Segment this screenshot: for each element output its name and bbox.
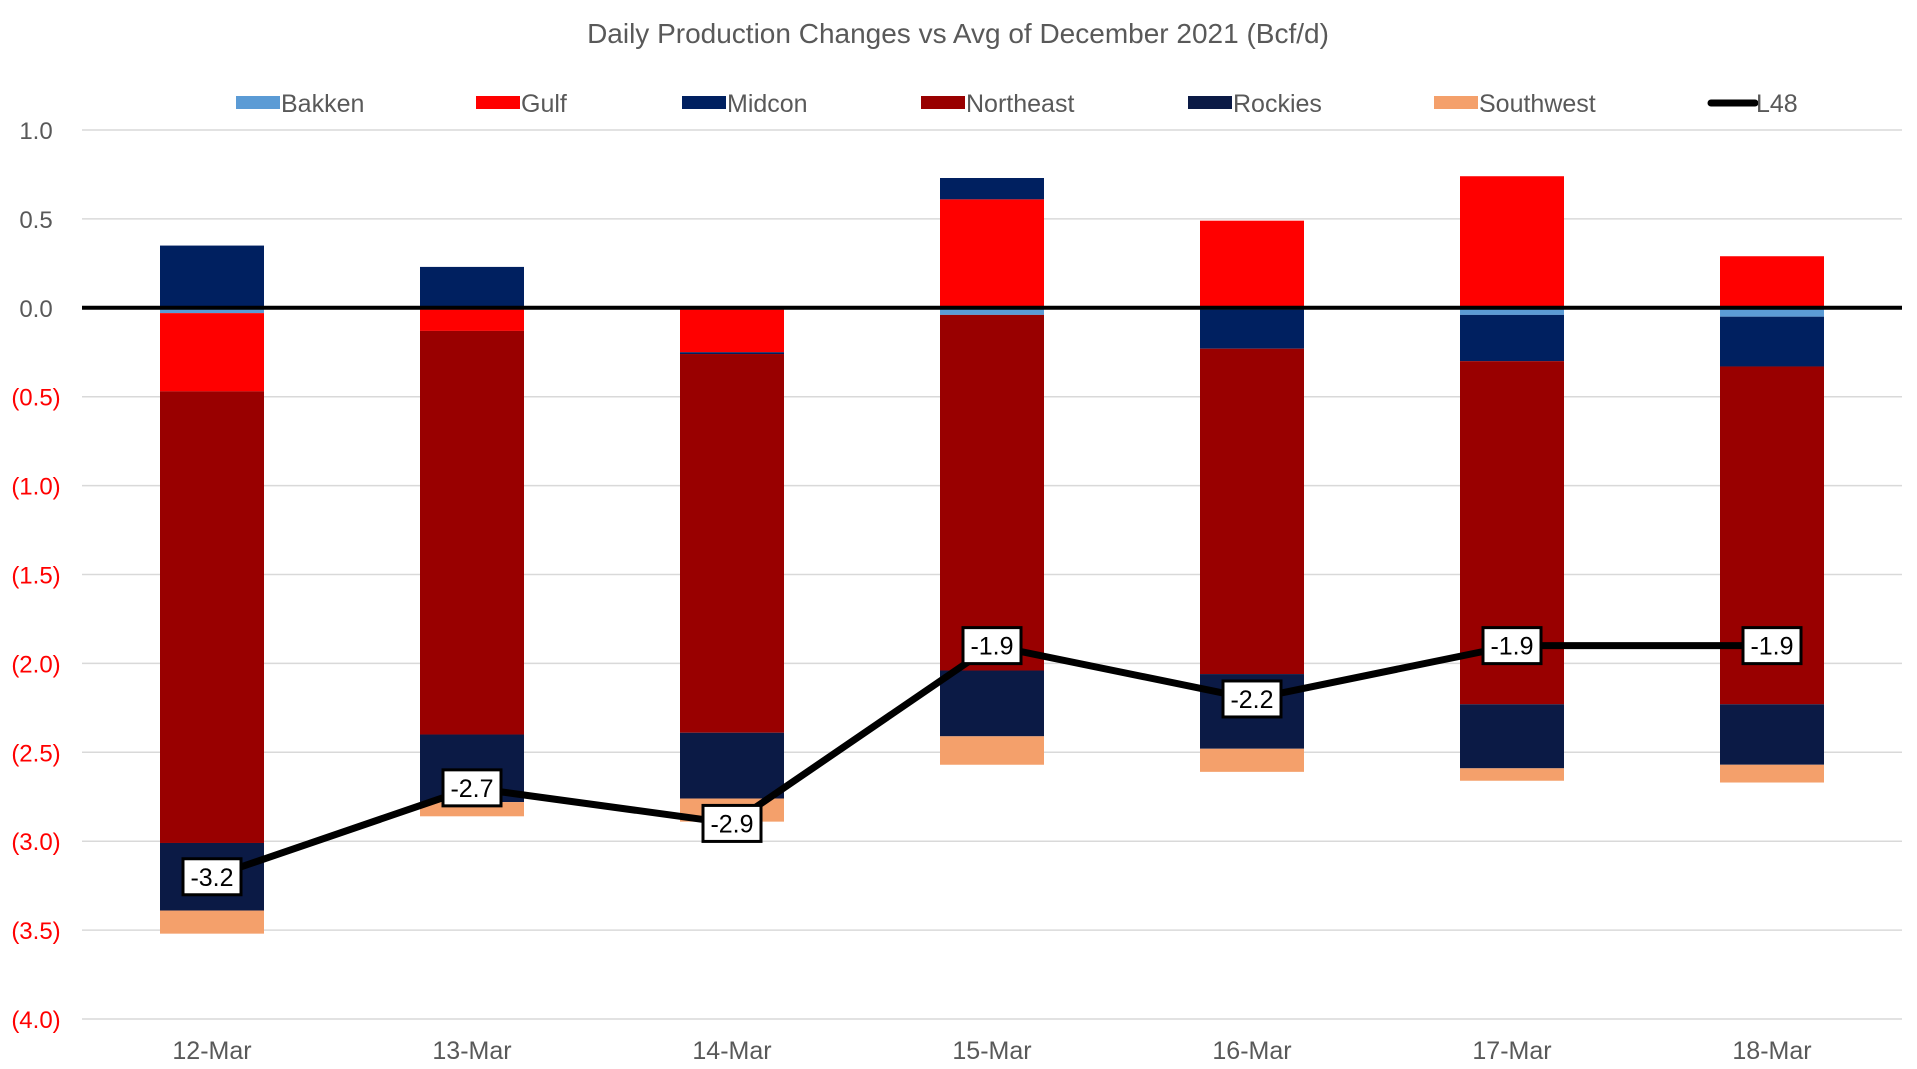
legend-label: Southwest (1479, 90, 1596, 118)
data-label-text: -3.2 (190, 864, 233, 892)
legend-label: Northeast (966, 90, 1074, 118)
y-tick-label: 0.0 (19, 296, 52, 323)
x-tick-label: 18-Mar (1732, 1037, 1811, 1065)
data-label-box (181, 857, 243, 897)
data-label-box (1741, 626, 1803, 666)
bar-southwest-17-mar (1460, 768, 1564, 781)
data-label-16-mar: -2.2 (1221, 679, 1283, 719)
data-label-box (701, 803, 763, 843)
x-axis-ticks: 12-Mar 13-Mar 14-Mar 15-Mar 16-Mar 17-Mar 18-M… (172, 1037, 1811, 1065)
bar-bakken-15-mar (940, 307, 1044, 315)
x-tick-label: 15-Mar (952, 1037, 1031, 1065)
legend: Bakken Gulf Midcon Northeast Rockies Southwes… (236, 90, 1798, 118)
bar-northeast-12-mar (160, 391, 264, 843)
y-tick-label: (0.5) (11, 385, 60, 412)
data-label-14-mar: -2.9 (701, 803, 763, 843)
y-tick-label: 0.5 (19, 207, 52, 234)
y-tick-label: (1.5) (11, 563, 60, 590)
data-label-17-mar: -1.9 (1481, 626, 1543, 666)
data-label-box (1481, 626, 1543, 666)
legend-swatch (236, 96, 280, 109)
legend-label: Bakken (281, 90, 364, 118)
bar-northeast-13-mar (420, 330, 524, 735)
legend-item-bakken: Bakken (236, 90, 364, 118)
legend-item-southwest: Southwest (1434, 90, 1596, 118)
bar-southwest-18-mar (1720, 764, 1824, 783)
legend-item-l48: L48 (1707, 90, 1798, 118)
legend-swatch (1188, 96, 1232, 109)
chart-title: Daily Production Changes vs Avg of Decem… (587, 18, 1329, 49)
data-label-text: -2.2 (1230, 686, 1273, 714)
y-axis-ticks: 1.0 0.5 0.0 (0.5) (1.0) (1.5) (2.0) (2.5) (3.0) (… (11, 118, 60, 1034)
bar-bakken-18-mar (1720, 307, 1824, 317)
x-tick-label: 12-Mar (172, 1037, 251, 1065)
bar-southwest-15-mar (940, 736, 1044, 765)
data-label-text: -2.7 (450, 775, 493, 803)
data-label-15-mar: -1.9 (961, 626, 1023, 666)
y-tick-label: 1.0 (19, 118, 52, 145)
y-tick-label: (4.0) (11, 1007, 60, 1034)
bar-midcon-15-mar (940, 178, 1044, 200)
y-tick-label: (3.0) (11, 829, 60, 856)
x-tick-label: 17-Mar (1472, 1037, 1551, 1065)
bar-rockies-17-mar (1460, 704, 1564, 769)
y-tick-label: (3.5) (11, 918, 60, 945)
bar-gulf-18-mar (1720, 256, 1824, 308)
data-label-text: -1.9 (1750, 633, 1793, 661)
legend-label: Midcon (727, 90, 808, 118)
bar-southwest-12-mar (160, 910, 264, 934)
data-label-box (441, 768, 503, 808)
legend-label: Gulf (521, 90, 567, 118)
legend-label: Rockies (1233, 90, 1322, 118)
legend-swatch (476, 96, 520, 109)
legend-label: L48 (1756, 90, 1798, 118)
bar-gulf-14-mar (680, 309, 784, 353)
data-label-text: -1.9 (970, 633, 1013, 661)
bar-northeast-15-mar (940, 314, 1044, 671)
bar-midcon-12-mar (160, 245, 264, 308)
bar-midcon-14-mar (680, 352, 784, 355)
bar-gulf-13-mar (420, 309, 524, 331)
y-tick-label: (2.0) (11, 651, 60, 678)
x-tick-label: 16-Mar (1212, 1037, 1291, 1065)
bar-northeast-14-mar (680, 354, 784, 733)
bar-bakken-17-mar (1460, 307, 1564, 315)
line-layer: -3.2 -2.7 -2.9 -1.9 -2.2 -1.9 -1.9 (181, 626, 1803, 897)
legend-swatch (682, 96, 726, 109)
bar-southwest-16-mar (1200, 748, 1304, 772)
bar-midcon-13-mar (420, 266, 524, 308)
legend-swatch (1434, 96, 1478, 109)
bar-rockies-18-mar (1720, 704, 1824, 765)
bar-gulf-12-mar (160, 313, 264, 392)
bars-layer (160, 176, 1824, 934)
bar-midcon-18-mar (1720, 316, 1824, 367)
legend-swatch (921, 96, 965, 109)
legend-item-gulf: Gulf (476, 90, 567, 118)
bar-gulf-15-mar (940, 199, 1044, 308)
data-label-box (961, 626, 1023, 666)
data-label-box (1221, 679, 1283, 719)
data-label-18-mar: -1.9 (1741, 626, 1803, 666)
data-label-text: -2.9 (710, 810, 753, 838)
bar-gulf-16-mar (1200, 220, 1304, 308)
bar-midcon-16-mar (1200, 309, 1304, 349)
legend-item-northeast: Northeast (921, 90, 1074, 118)
bar-rockies-14-mar (680, 732, 784, 799)
bar-bakken-12-mar (160, 307, 264, 314)
y-tick-label: (2.5) (11, 740, 60, 767)
bar-gulf-17-mar (1460, 176, 1564, 308)
bar-northeast-16-mar (1200, 348, 1304, 675)
bar-midcon-17-mar (1460, 314, 1564, 362)
legend-item-rockies: Rockies (1188, 90, 1322, 118)
data-label-13-mar: -2.7 (441, 768, 503, 808)
data-label-12-mar: -3.2 (181, 857, 243, 897)
x-tick-label: 14-Mar (692, 1037, 771, 1065)
data-label-text: -1.9 (1490, 633, 1533, 661)
y-tick-label: (1.0) (11, 474, 60, 501)
bar-rockies-15-mar (940, 670, 1044, 737)
legend-item-midcon: Midcon (682, 90, 808, 118)
x-tick-label: 13-Mar (432, 1037, 511, 1065)
